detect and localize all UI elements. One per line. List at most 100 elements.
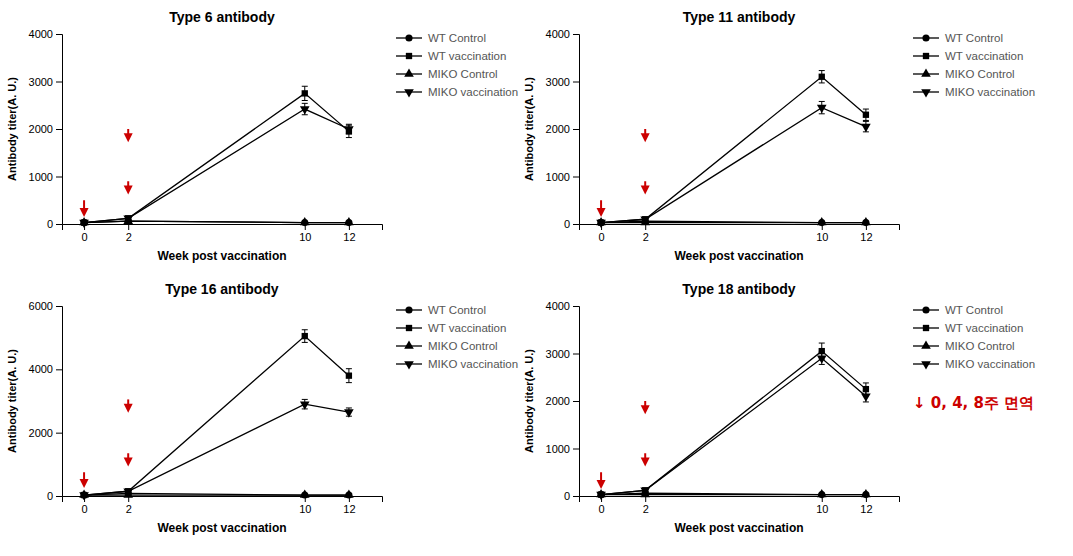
panel: 0210120200040006000Type 16 antibodyWeek … [6,281,518,535]
point [861,217,871,225]
legend-item: WT Control [913,304,1003,316]
series-line [84,221,349,222]
x-axis: 0 2 10 12 [580,496,900,515]
point [861,124,871,132]
legend-marker [921,68,931,76]
panel: 02101201000200030004000Type 11 antibodyW… [523,9,1035,263]
x-axis: 021012 [580,224,900,243]
legend-item: MIKO vaccination [913,86,1035,98]
series [79,103,353,228]
legend-item: MIKO Control [913,68,1015,80]
y-tick: 4000 [546,28,579,40]
error-bar-cap [346,368,352,369]
legend-marker [405,306,412,313]
y-tick-label: 4000 [29,28,53,40]
series-line [601,494,866,495]
legend-item: MIKO Control [396,340,498,352]
series [79,216,353,226]
y-axis: 0200040006000 [29,300,63,502]
error-bar [302,330,308,343]
x-axis: 0 2 10 12 [63,224,383,243]
legend: WT ControlWT vaccinationMIKO ControlMIKO… [913,32,1035,98]
arrow-head [80,479,89,488]
series-line [601,221,866,222]
x-tick-label: 10 [816,503,828,515]
point [863,112,869,118]
y-tick-label: 4000 [546,300,570,312]
x-axis-line [63,497,383,503]
series-line [601,358,866,494]
y-tick-mark [573,306,579,307]
y-tick: 2000 [29,123,62,135]
legend-marker [922,306,929,313]
legend-item: WT Control [913,32,1003,44]
series-line [84,494,349,495]
point [596,220,606,228]
series [598,71,869,226]
legend-marker [921,361,931,369]
x-tick-mark [128,224,129,230]
y-tick: 4000 [546,300,579,312]
legend-item: WT vaccination [396,50,506,62]
y-tick-label: 1000 [546,443,570,455]
y-tick: 0 [564,490,579,502]
y-axis: 01000200030004000 [546,28,580,230]
x-tick-label: 2 [126,503,132,515]
error-bar-cap [302,329,308,330]
point [300,106,310,114]
error-bar-cap [819,364,825,365]
x-axis-line [580,225,900,231]
x-tick-label: 12 [860,503,872,515]
x-tick-label: 12 [343,231,355,243]
x-tick-label: 0 [599,503,605,515]
series-line [601,351,866,494]
series [596,217,870,225]
x-tick: 12 [860,224,872,243]
series-line [84,93,349,222]
point [344,409,354,417]
error-bar-cap [863,382,869,383]
legend-marker [406,53,412,59]
error-bar [302,86,308,100]
figure: 02101201000200030004000Type 6 antibodyWe… [0,0,1073,556]
error-bar-cap [863,121,869,122]
legend-label: WT vaccination [428,322,506,334]
x-tick-label: 0 [82,231,88,243]
series [81,86,352,225]
error-bar [863,109,869,120]
series [79,490,353,498]
y-tick-label: 0 [564,218,570,230]
y-tick: 1000 [546,443,579,455]
arrow [80,200,89,217]
y-tick-mark [56,369,62,370]
error-bar-cap [863,120,869,121]
x-tick: 10 [816,496,828,515]
legend-label: WT Control [428,304,486,316]
legend-marker [404,89,414,97]
y-tick-mark [56,306,62,307]
legend: WT ControlWT vaccinationMIKO ControlMIKO… [396,32,518,98]
y-tick: 2000 [29,427,62,439]
y-tick: 0 [47,218,62,230]
arrow [597,200,606,217]
x-axis-title: Week post vaccination [157,521,286,535]
x-tick: 2 [643,224,649,243]
x-tick: 2 [126,224,132,243]
series-line [601,77,866,223]
x-tick-label: 10 [299,231,311,243]
x-tick-label: 0 [599,231,605,243]
x-tick-label: 2 [643,503,649,515]
y-tick-label: 4000 [29,363,53,375]
x-tick-label: 0 [82,503,88,515]
legend-item: WT vaccination [396,322,506,334]
y-tick-label: 4000 [546,28,570,40]
y-tick: 3000 [546,76,579,88]
legend-marker [404,340,414,348]
y-tick-label: 6000 [29,300,53,312]
arrow-head [124,186,133,195]
point [344,490,354,498]
series [79,399,353,500]
legend-item: WT Control [396,32,486,44]
y-tick-label: 2000 [29,427,53,439]
legend-label: MIKO Control [945,340,1015,352]
